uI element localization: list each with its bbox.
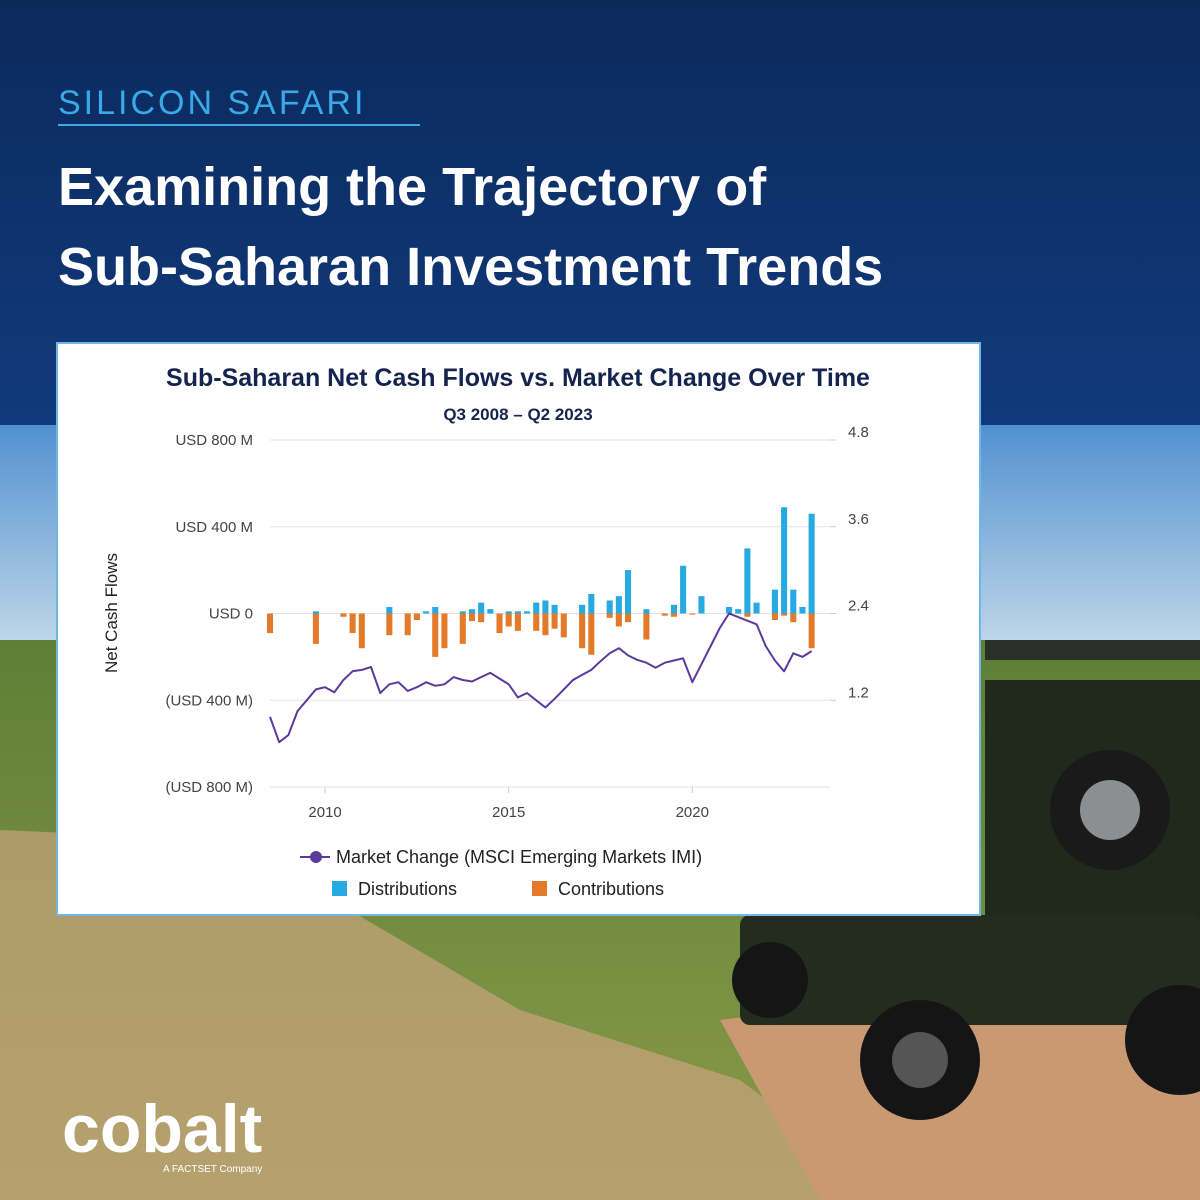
bar	[606, 613, 613, 618]
bar	[790, 589, 797, 614]
bar	[579, 613, 586, 649]
bar	[312, 611, 319, 614]
logo-tagline: A FACTSET Company	[163, 1164, 262, 1175]
bar	[312, 613, 319, 644]
bar	[771, 613, 778, 621]
bar	[744, 613, 751, 617]
y-axis-label: Net Cash Flows	[102, 553, 121, 673]
y-tick-label: (USD 800 M)	[165, 779, 253, 796]
y2-tick-label: 4.8	[848, 424, 869, 441]
y2-tick-label: 3.6	[848, 511, 869, 528]
bar	[542, 600, 549, 614]
bar	[505, 613, 512, 627]
y-tick-label: USD 800 M	[175, 432, 253, 449]
bar	[661, 613, 668, 616]
bar	[808, 613, 815, 649]
bar	[753, 602, 760, 614]
bar	[643, 613, 650, 640]
bar	[781, 613, 788, 616]
bar	[643, 609, 650, 614]
bar	[799, 606, 806, 614]
logo: cobalt	[62, 1091, 262, 1167]
bar	[404, 613, 411, 636]
bar	[781, 507, 788, 614]
bar	[358, 613, 365, 649]
bar	[615, 596, 622, 614]
bar	[266, 613, 274, 634]
bar	[689, 613, 696, 615]
bar	[698, 596, 705, 614]
legend-label: Contributions	[558, 879, 664, 899]
bar	[468, 609, 476, 614]
bar	[459, 611, 466, 614]
bar	[441, 613, 448, 649]
bar	[606, 600, 613, 614]
bar	[670, 613, 677, 617]
bar	[615, 613, 622, 627]
bar	[514, 611, 521, 614]
legend-swatch	[532, 881, 547, 896]
bar	[588, 613, 595, 655]
y-tick-label: USD 0	[209, 606, 253, 623]
bar	[514, 613, 521, 631]
bar	[468, 613, 476, 622]
bar	[560, 613, 567, 638]
legend-marker	[310, 851, 322, 863]
bar	[386, 606, 393, 614]
bar	[432, 606, 439, 614]
bar	[551, 604, 558, 614]
bar	[386, 613, 393, 636]
legend-swatch	[332, 881, 347, 896]
chart-title: Sub-Saharan Net Cash Flows vs. Market Ch…	[166, 364, 870, 392]
bar	[423, 611, 430, 614]
bar	[478, 602, 485, 614]
bar	[588, 593, 595, 614]
bar	[459, 613, 466, 644]
bar	[524, 611, 531, 614]
y2-tick-label: 2.4	[848, 598, 869, 615]
bar	[432, 613, 439, 657]
x-tick-label: 2020	[676, 804, 709, 821]
bar	[413, 613, 420, 621]
bar	[487, 609, 494, 614]
bar	[624, 613, 632, 623]
bar	[808, 513, 815, 614]
bar	[496, 613, 503, 634]
legend-label: Market Change (MSCI Emerging Markets IMI…	[336, 847, 702, 867]
bar	[771, 589, 778, 614]
bar	[680, 565, 687, 614]
bar	[624, 570, 632, 614]
bar	[579, 604, 586, 614]
bar	[478, 613, 485, 623]
bar	[551, 613, 558, 629]
plot: (USD 800 M) (USD 400 M) USD 0 USD 400 M USD …	[165, 424, 868, 899]
y-tick-label: (USD 400 M)	[165, 692, 253, 709]
bar	[340, 613, 347, 617]
headline: Examining the Trajectory of	[58, 157, 767, 217]
bar	[744, 548, 751, 614]
bar	[533, 602, 540, 614]
bar	[533, 613, 540, 631]
bar	[725, 606, 733, 614]
y2-tick-label: 1.2	[848, 684, 869, 701]
bar	[542, 613, 549, 636]
x-tick-label: 2010	[308, 804, 341, 821]
chart-subtitle: Q3 2008 – Q2 2023	[443, 405, 592, 424]
jeep	[732, 640, 1200, 1120]
bar	[670, 604, 677, 614]
dirt-path	[0, 830, 900, 1200]
line	[269, 612, 813, 744]
bar	[349, 613, 356, 634]
y-tick-label: USD 400 M	[175, 519, 253, 536]
kicker: SILICON SAFARI	[58, 84, 366, 122]
bar	[790, 613, 797, 623]
bar	[735, 609, 742, 614]
legend-label: Distributions	[358, 879, 457, 899]
bar	[505, 611, 512, 614]
x-tick-label: 2015	[492, 804, 525, 821]
headline: Sub-Saharan Investment Trends	[58, 237, 883, 297]
